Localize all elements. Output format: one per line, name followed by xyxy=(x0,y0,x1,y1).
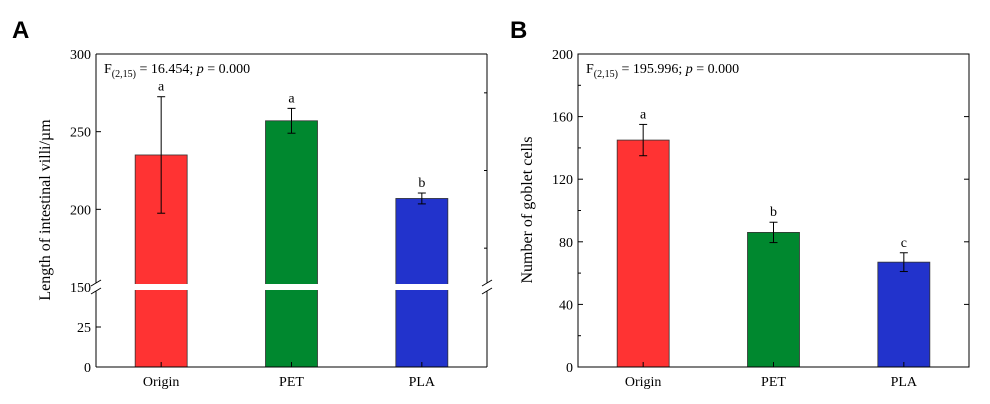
y-tick-label-b-160: 160 xyxy=(552,111,573,126)
sig-letter-a-origin: a xyxy=(158,80,165,95)
x-tick-label-a-origin: Origin xyxy=(143,375,180,390)
y-axis-title-a: Length of intestinal villi/µm xyxy=(37,119,54,301)
y-tick-label-b-120: 120 xyxy=(552,173,573,188)
x-tick-label-b-pla: PLA xyxy=(891,375,918,390)
axis-break-mark-a-left-2 xyxy=(90,287,102,295)
bar-b-pla xyxy=(877,261,931,368)
bar-break-gap-a-pla xyxy=(394,284,449,290)
bar-break-gap-a-origin xyxy=(134,284,189,290)
sig-letter-b-pla: c xyxy=(901,236,907,251)
sig-letter-a-pet: a xyxy=(288,91,295,106)
y-tick-label-a-25: 25 xyxy=(77,321,91,336)
y-axis-title-b: Number of goblet cells xyxy=(519,136,536,283)
y-tick-label-a-150: 150 xyxy=(70,281,91,296)
bar-a-pet xyxy=(265,120,318,368)
y-tick-label-a-300: 300 xyxy=(70,48,91,63)
y-tick-label-b-80: 80 xyxy=(559,236,573,251)
y-tick-label-b-40: 40 xyxy=(559,298,573,313)
y-tick-label-b-0: 0 xyxy=(566,361,573,376)
sig-letter-b-origin: a xyxy=(640,107,647,122)
panel-b: B Number of goblet cells F(2,15) = 195.9… xyxy=(510,17,970,390)
y-tick-label-a-200: 200 xyxy=(70,203,91,218)
panel-letter-b: B xyxy=(510,17,527,44)
sig-letter-b-pet: b xyxy=(770,205,777,220)
x-tick-label-b-pet: PET xyxy=(761,375,786,390)
x-tick-label-a-pet: PET xyxy=(279,375,304,390)
sig-letter-a-pla: b xyxy=(418,176,425,191)
stat-text-b: F(2,15) = 195.996; p = 0.000 xyxy=(586,62,739,80)
bar-a-pla xyxy=(395,198,449,368)
bar-b-pet xyxy=(747,232,800,368)
axis-break-mark-a-right-2 xyxy=(481,287,493,295)
y-tick-label-a-0: 0 xyxy=(84,361,91,376)
bar-break-gap-a-pet xyxy=(264,284,319,290)
panel-letter-a: A xyxy=(12,17,29,44)
bar-b-origin xyxy=(616,139,670,368)
y-tick-label-a-250: 250 xyxy=(70,126,91,141)
panel-a: A Length of intestinal villi/µm F(2,15) … xyxy=(12,17,493,390)
axis-break-mark-a-right-1 xyxy=(481,279,493,287)
stat-text-a: F(2,15) = 16.454; p = 0.000 xyxy=(104,62,250,80)
x-tick-label-b-origin: Origin xyxy=(625,375,662,390)
x-tick-label-a-pla: PLA xyxy=(409,375,436,390)
y-tick-label-b-200: 200 xyxy=(552,48,573,63)
plot-frame-b xyxy=(577,53,970,368)
axis-break-mark-a-left-1 xyxy=(90,279,102,287)
